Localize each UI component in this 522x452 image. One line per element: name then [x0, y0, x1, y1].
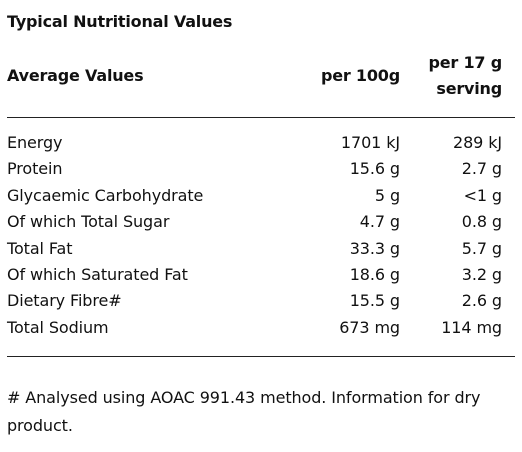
row-value-per-serving: 289 kJ: [452, 133, 502, 152]
row-value-per-100g: 4.7 g: [359, 212, 400, 232]
header-average-values: Average Values: [7, 66, 144, 85]
table-row: Protein 15.6 g 2.7 g: [0, 158, 522, 184]
row-label: Of which Saturated Fat: [7, 264, 188, 284]
table-row: Total Fat 33.3 g 5.7 g: [0, 238, 522, 264]
row-value-per-100g: 15.6 g: [349, 159, 400, 179]
divider-top: [7, 117, 515, 118]
row-label: Energy: [7, 133, 63, 152]
table-row: Glycaemic Carbohydrate 5 g <1 g: [0, 185, 522, 211]
header-per-serving-line1: per 17 g: [428, 53, 503, 72]
row-label: Glycaemic Carbohydrate: [7, 185, 204, 205]
row-label: Of which Total Sugar: [7, 212, 170, 232]
table-row: Energy 1701 kJ 289 kJ: [0, 132, 522, 158]
footnote: # Analysed using AOAC 991.43 method. Inf…: [7, 388, 481, 435]
row-value-per-serving: <1 g: [463, 185, 503, 205]
row-value-per-100g: 15.5 g: [349, 291, 400, 311]
table-title: Typical Nutritional Values: [7, 12, 233, 31]
header-per-serving-line2: serving: [436, 79, 502, 98]
row-value-per-serving: 0.8 g: [461, 212, 502, 232]
header-per-100g: per 100g: [320, 66, 400, 85]
row-label: Protein: [7, 159, 63, 179]
table-row: Of which Saturated Fat 18.6 g 3.2 g: [0, 264, 522, 290]
row-value-per-100g: 673 mg: [339, 317, 400, 337]
row-label: Total Fat: [7, 238, 73, 258]
row-value-per-100g: 18.6 g: [349, 264, 400, 284]
divider-bottom: [7, 356, 515, 357]
row-value-per-serving: 5.7 g: [461, 238, 502, 258]
row-label: Dietary Fibre#: [7, 291, 122, 311]
table-row: Total Sodium 673 mg 114 mg: [0, 317, 522, 343]
row-value-per-serving: 3.2 g: [461, 264, 502, 284]
nutrition-rows: Energy 1701 kJ 289 kJ Protein 15.6 g 2.7…: [0, 132, 522, 343]
row-value-per-serving: 114 mg: [441, 317, 502, 337]
row-label: Total Sodium: [7, 317, 109, 337]
row-value-per-serving: 2.7 g: [461, 159, 502, 179]
row-value-per-100g: 5 g: [374, 185, 400, 205]
row-value-per-100g: 1701 kJ: [340, 133, 400, 152]
table-row: Of which Total Sugar 4.7 g 0.8 g: [0, 211, 522, 237]
header-per-serving: per 17 g serving: [428, 50, 503, 102]
table-row: Dietary Fibre# 15.5 g 2.6 g: [0, 290, 522, 316]
row-value-per-serving: 2.6 g: [461, 291, 502, 311]
row-value-per-100g: 33.3 g: [349, 238, 400, 258]
